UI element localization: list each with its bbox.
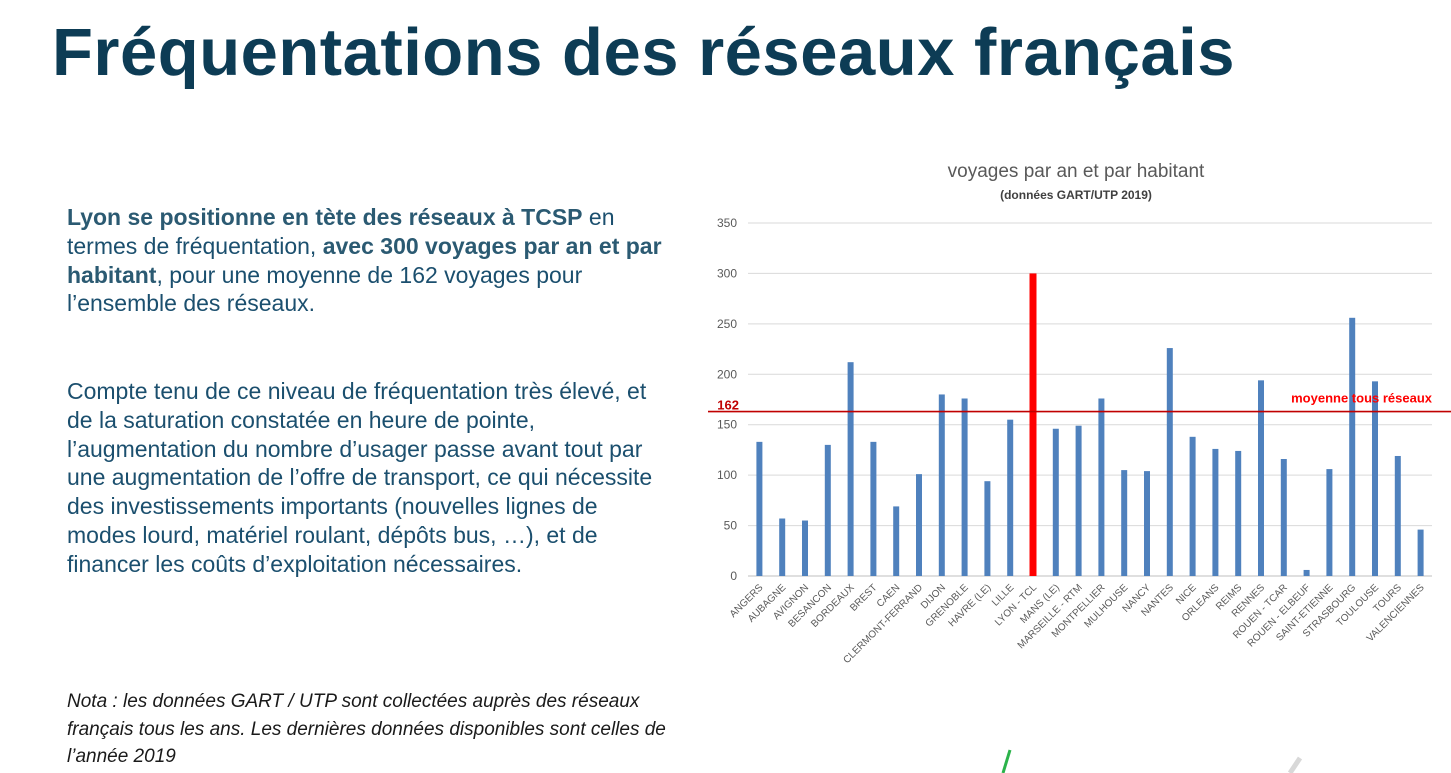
decorative-stroke-icon — [1001, 749, 1303, 773]
bar — [961, 398, 968, 576]
intro-text-1: en termes de fréquentation, — [67, 204, 615, 259]
bar — [984, 481, 991, 576]
bar — [1280, 459, 1287, 576]
bar — [916, 474, 922, 576]
bar — [1029, 273, 1037, 576]
bar — [1235, 450, 1242, 576]
bar — [824, 444, 831, 576]
chart-subtitle: (données GART/UTP 2019) — [1000, 188, 1152, 202]
average-reference: 162 moyenne tous réseaux — [708, 391, 1451, 413]
bar — [802, 520, 808, 576]
bar — [1349, 317, 1356, 576]
bar — [1052, 428, 1059, 576]
bar — [1098, 398, 1105, 576]
bar — [1212, 448, 1219, 576]
bar — [847, 362, 854, 576]
y-tick-label: 200 — [717, 367, 737, 381]
bar-series — [756, 273, 1424, 576]
bar — [1258, 380, 1264, 576]
y-tick-label: 350 — [717, 216, 737, 230]
chart-gridlines — [748, 222, 1432, 577]
y-tick-label: 100 — [717, 468, 737, 482]
average-value-label: 162 — [717, 398, 739, 413]
intro-paragraph: Lyon se positionne en tète des réseaux à… — [67, 203, 667, 318]
y-tick-label: 300 — [717, 266, 737, 280]
source-note: Nota : les données GART / UTP sont colle… — [67, 691, 666, 767]
context-paragraph: Compte tenu de ce niveau de fréquentatio… — [67, 378, 653, 577]
bar — [1326, 469, 1333, 576]
bar — [1189, 436, 1196, 576]
y-tick-label: 50 — [724, 519, 738, 533]
bar — [1372, 381, 1378, 576]
bar — [1007, 419, 1014, 576]
intro-text-2: , pour une moyenne de 162 voyages pour l… — [67, 261, 583, 317]
bar — [1417, 529, 1424, 576]
bar — [1166, 348, 1173, 576]
bar — [893, 506, 900, 576]
x-axis-labels: ANGERSAUBAGNEAVIGNONBESANCONBORDEAUXBRES… — [728, 582, 1427, 666]
intro-bold-1: Lyon se positionne en tète des réseaux à… — [67, 204, 583, 230]
y-tick-label: 150 — [717, 418, 737, 432]
bar — [1303, 569, 1310, 576]
y-axis-ticks: 0 50 100 150 200 250 300 350 — [717, 216, 737, 583]
bar — [938, 394, 945, 576]
average-caption: moyenne tous réseaux — [1291, 391, 1433, 406]
bar — [779, 518, 786, 576]
y-tick-label: 250 — [717, 317, 737, 331]
page-title: Fréquentations des réseaux français — [52, 15, 1235, 90]
chart-title: voyages par an et par habitant — [948, 161, 1205, 182]
bar — [1121, 470, 1128, 576]
bar — [756, 441, 763, 576]
bar — [1394, 455, 1401, 576]
bar — [1075, 425, 1082, 576]
y-tick-label: 0 — [730, 569, 737, 583]
bar — [1144, 471, 1150, 576]
bar — [870, 441, 877, 576]
intro-bold-2: avec 300 voyages par an et par habitant — [67, 232, 662, 288]
